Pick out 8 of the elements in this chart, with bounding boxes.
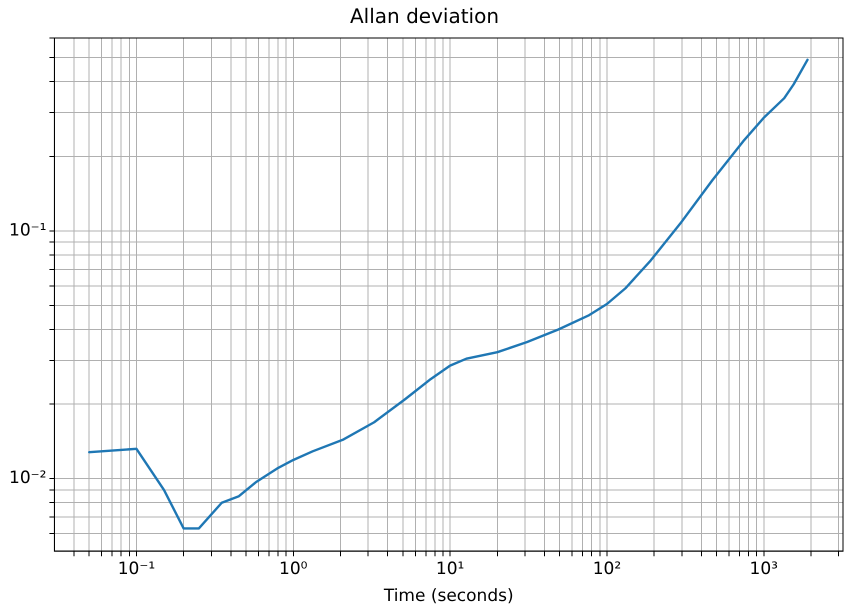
x-tick-label: 10⁰ [279, 558, 308, 579]
x-tick-label: 10³ [750, 558, 778, 579]
chart-title: Allan deviation [350, 4, 500, 28]
x-tick-label: 10² [592, 558, 622, 579]
y-tick-label: 10⁻² [9, 468, 46, 488]
x-tick-label: 10¹ [436, 558, 464, 579]
x-axis-title: Time (seconds) [382, 586, 514, 606]
x-tick-label: 10⁻¹ [118, 558, 156, 579]
